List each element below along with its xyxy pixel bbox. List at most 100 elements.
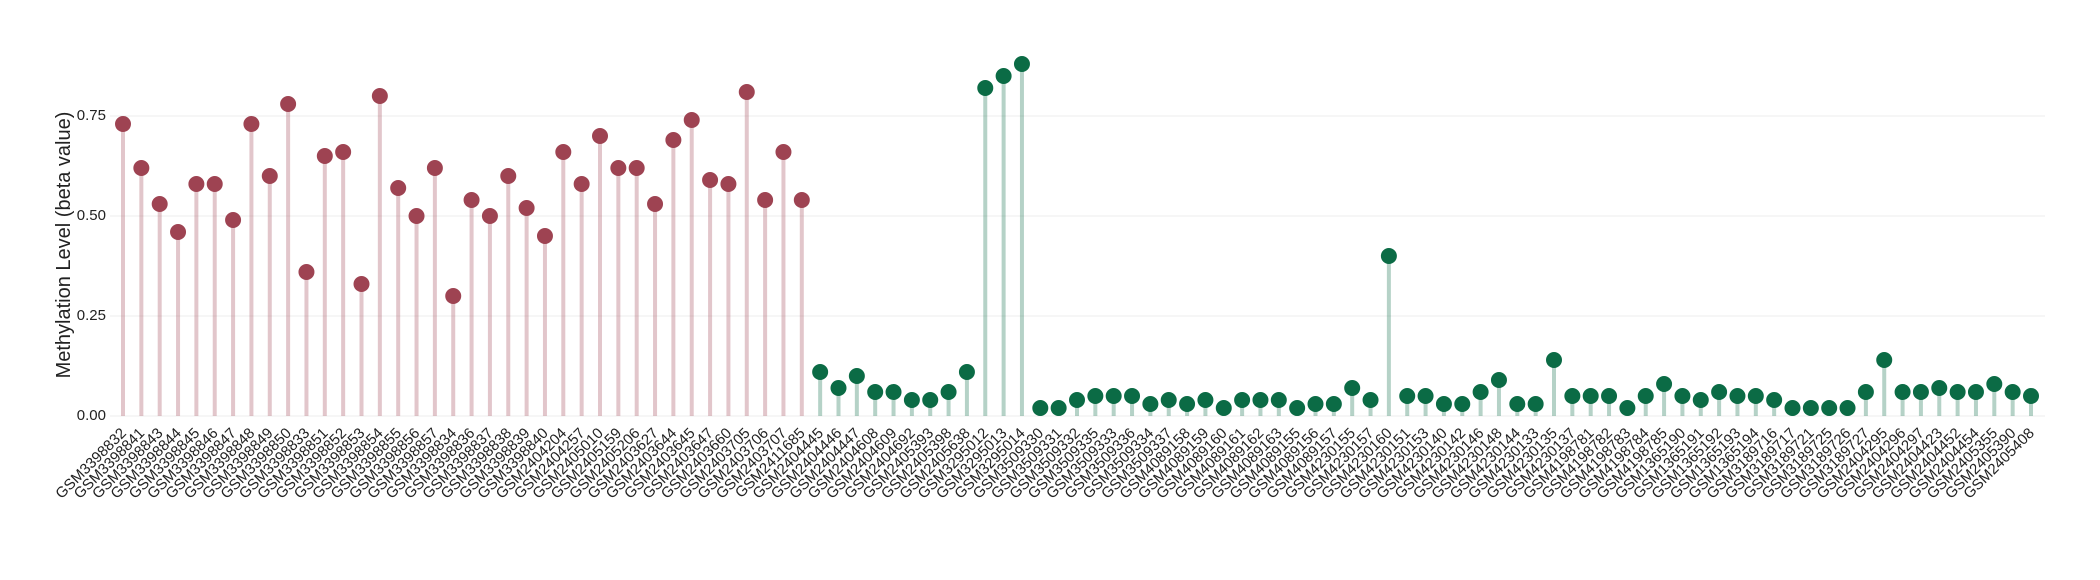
dot [647, 196, 664, 212]
dot [390, 180, 407, 196]
dot [1821, 400, 1838, 416]
dot [958, 364, 975, 380]
dot [665, 132, 682, 148]
dot [1784, 400, 1801, 416]
dot [1289, 400, 1306, 416]
dot [775, 144, 792, 160]
dot [1711, 384, 1728, 400]
dot [2023, 388, 2039, 404]
dot [206, 176, 223, 192]
dot [225, 212, 242, 228]
dot [573, 176, 590, 192]
dot [261, 168, 278, 184]
dot [188, 176, 205, 192]
dot [940, 384, 957, 400]
dot [335, 144, 352, 160]
dot [793, 192, 810, 208]
dot [812, 364, 829, 380]
dot [1142, 396, 1159, 412]
dot [408, 208, 425, 224]
dot [867, 384, 884, 400]
dot [1050, 400, 1067, 416]
dot [445, 288, 462, 304]
dot [610, 160, 627, 176]
dot [1564, 388, 1581, 404]
dot [1399, 388, 1416, 404]
dot [518, 200, 535, 216]
dot [1509, 396, 1526, 412]
dot [1234, 392, 1251, 408]
y-tick-label: 0.00 [77, 407, 106, 424]
dot [1986, 376, 2003, 392]
dot [500, 168, 517, 184]
dot [977, 80, 994, 96]
dot [1160, 392, 1177, 408]
dot [1490, 372, 1507, 388]
dot [922, 392, 939, 408]
dot [1087, 388, 1104, 404]
dot [1270, 392, 1287, 408]
y-tick-label: 0.75 [77, 107, 106, 124]
dot [371, 88, 388, 104]
dot [1601, 388, 1618, 404]
dot [1729, 388, 1746, 404]
dot [1380, 248, 1397, 264]
dot [903, 392, 920, 408]
dot [280, 96, 297, 112]
dot [1454, 396, 1471, 412]
dot [298, 264, 315, 280]
dot [1766, 392, 1783, 408]
dot [463, 192, 480, 208]
y-axis-label: Methylation Level (beta value) [53, 112, 75, 379]
dot [1674, 388, 1691, 404]
dot [738, 84, 755, 100]
dot [1179, 396, 1196, 412]
dot [1747, 388, 1764, 404]
dot [555, 144, 572, 160]
dot [1472, 384, 1489, 400]
dot [995, 68, 1012, 84]
dot [170, 224, 187, 240]
dot [1967, 384, 1984, 400]
dot [1876, 352, 1893, 368]
dot [1215, 400, 1232, 416]
dot [1619, 400, 1636, 416]
dot [1949, 384, 1966, 400]
dot [1307, 396, 1324, 412]
dot [115, 116, 131, 132]
dot [1692, 392, 1709, 408]
dot [1252, 392, 1269, 408]
dot [628, 160, 645, 176]
dot [1894, 384, 1911, 400]
dot [1032, 400, 1049, 416]
dot [1105, 388, 1122, 404]
dot [1802, 400, 1819, 416]
y-tick-label: 0.50 [77, 207, 106, 224]
dot [1582, 388, 1599, 404]
dot [1344, 380, 1361, 396]
dot [1013, 56, 1030, 72]
dot [1362, 392, 1379, 408]
dot [702, 172, 719, 188]
dot [1637, 388, 1654, 404]
dot [848, 368, 865, 384]
dot [885, 384, 902, 400]
dot [830, 380, 847, 396]
dot [1124, 388, 1141, 404]
dot [757, 192, 774, 208]
dot [151, 196, 168, 212]
dot [316, 148, 333, 164]
dot [2004, 384, 2021, 400]
dot [133, 160, 150, 176]
dot [1656, 376, 1673, 392]
dot [1931, 380, 1948, 396]
dot [536, 228, 553, 244]
dot [1857, 384, 1874, 400]
dot [353, 276, 370, 292]
dot [720, 176, 737, 192]
dot [592, 128, 608, 144]
y-tick-label: 0.25 [77, 307, 106, 324]
dot [1527, 396, 1544, 412]
dot [1325, 396, 1342, 412]
